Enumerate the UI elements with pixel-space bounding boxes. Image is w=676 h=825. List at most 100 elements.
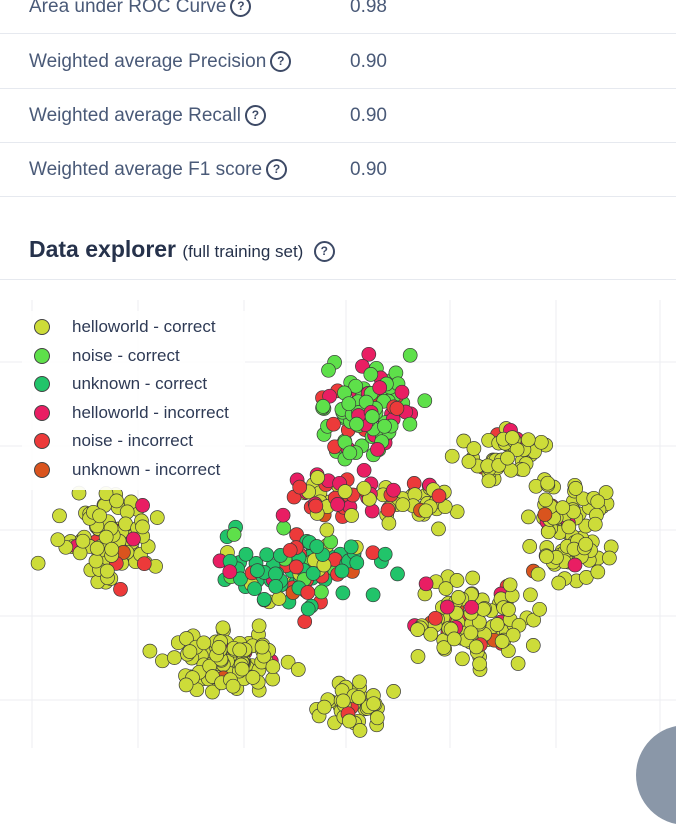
scatter-point[interactable] xyxy=(196,635,212,651)
scatter-point[interactable] xyxy=(510,656,526,671)
scatter-point[interactable] xyxy=(310,470,325,485)
scatter-point[interactable] xyxy=(361,346,377,362)
scatter-point[interactable] xyxy=(537,507,553,522)
scatter-point[interactable] xyxy=(288,559,304,575)
scatter-point[interactable] xyxy=(410,649,426,664)
scatter-point[interactable] xyxy=(268,579,284,594)
scatter-point[interactable] xyxy=(215,620,231,636)
scatter-point[interactable] xyxy=(89,540,105,556)
scatter-point[interactable] xyxy=(149,510,165,525)
scatter-point[interactable] xyxy=(489,617,505,632)
legend-item[interactable]: unknown - incorrect xyxy=(32,456,229,485)
scatter-point[interactable] xyxy=(337,484,353,499)
scatter-point[interactable] xyxy=(402,416,418,432)
scatter-point[interactable] xyxy=(365,545,381,561)
scatter-point[interactable] xyxy=(567,557,583,573)
scatter-point[interactable] xyxy=(290,662,306,677)
scatter-point[interactable] xyxy=(381,515,397,531)
scatter-point[interactable] xyxy=(520,432,536,448)
scatter-point[interactable] xyxy=(402,347,418,363)
scatter-point[interactable] xyxy=(238,546,254,562)
scatter-point[interactable] xyxy=(268,566,283,582)
scatter-point[interactable] xyxy=(423,626,439,642)
scatter-point[interactable] xyxy=(522,539,538,554)
scatter-point[interactable] xyxy=(256,592,272,607)
scatter-point[interactable] xyxy=(551,575,567,591)
scatter-point[interactable] xyxy=(234,661,250,677)
scatter-point[interactable] xyxy=(226,527,242,542)
scatter-point[interactable] xyxy=(431,521,446,537)
scatter-point[interactable] xyxy=(88,553,104,569)
scatter-point[interactable] xyxy=(390,566,405,582)
scatter-point[interactable] xyxy=(265,659,281,675)
scatter-point[interactable] xyxy=(389,401,405,416)
scatter-point[interactable] xyxy=(500,450,515,466)
scatter-point[interactable] xyxy=(222,564,238,580)
scatter-point[interactable] xyxy=(348,378,364,394)
legend-item[interactable]: noise - incorrect xyxy=(32,427,229,456)
scatter-point[interactable] xyxy=(335,585,351,601)
scatter-point[interactable] xyxy=(104,541,120,557)
help-icon[interactable]: ? xyxy=(230,0,252,17)
scatter-point[interactable] xyxy=(343,539,359,555)
scatter-point[interactable] xyxy=(505,627,521,643)
scatter-point[interactable] xyxy=(344,508,359,523)
scatter-point[interactable] xyxy=(276,520,292,536)
scatter-point[interactable] xyxy=(455,651,470,667)
scatter-point[interactable] xyxy=(75,533,91,549)
scatter-point[interactable] xyxy=(205,684,220,700)
scatter-point[interactable] xyxy=(369,710,385,726)
scatter-point[interactable] xyxy=(598,485,614,500)
scatter-point[interactable] xyxy=(233,571,248,587)
scatter-point[interactable] xyxy=(377,418,392,434)
scatter-point[interactable] xyxy=(259,547,275,563)
scatter-point[interactable] xyxy=(271,591,287,606)
scatter-point[interactable] xyxy=(99,563,115,579)
scatter-point[interactable] xyxy=(444,448,460,464)
scatter-point[interactable] xyxy=(341,396,357,412)
scatter-point[interactable] xyxy=(142,643,158,659)
scatter-point[interactable] xyxy=(351,690,366,705)
scatter-point[interactable] xyxy=(135,519,150,535)
scatter-point[interactable] xyxy=(352,723,368,738)
scatter-point[interactable] xyxy=(568,481,584,496)
scatter-point[interactable] xyxy=(504,430,520,445)
scatter-point[interactable] xyxy=(494,634,510,649)
scatter-point[interactable] xyxy=(439,599,455,615)
help-icon[interactable]: ? xyxy=(244,104,266,126)
scatter-point[interactable] xyxy=(50,532,66,548)
scatter-point[interactable] xyxy=(380,502,396,518)
scatter-point[interactable] xyxy=(602,550,617,566)
scatter-point[interactable] xyxy=(395,497,411,513)
scatter-point[interactable] xyxy=(364,409,380,424)
scatter-point[interactable] xyxy=(532,601,547,617)
scatter-point[interactable] xyxy=(417,393,433,409)
scatter-point[interactable] xyxy=(341,713,357,729)
scatter-point[interactable] xyxy=(326,416,341,432)
scatter-point[interactable] xyxy=(349,416,364,432)
scatter-point[interactable] xyxy=(335,693,351,709)
scatter-point[interactable] xyxy=(305,566,321,581)
scatter-point[interactable] xyxy=(225,678,241,694)
scatter-point[interactable] xyxy=(356,480,372,496)
scatter-point[interactable] xyxy=(30,555,46,571)
scatter-point[interactable] xyxy=(465,570,481,586)
scatter-point[interactable] xyxy=(461,454,477,469)
legend-item[interactable]: unknown - correct xyxy=(32,370,229,399)
scatter-point[interactable] xyxy=(363,367,379,382)
scatter-point[interactable] xyxy=(472,656,487,672)
scatter-point[interactable] xyxy=(372,380,388,395)
scatter-point[interactable] xyxy=(92,508,107,524)
scatter-point[interactable] xyxy=(356,462,372,478)
scatter-point[interactable] xyxy=(502,577,518,593)
scatter-point[interactable] xyxy=(292,479,308,495)
scatter-point[interactable] xyxy=(418,576,434,592)
legend-item[interactable]: noise - correct xyxy=(32,342,229,371)
scatter-point[interactable] xyxy=(300,601,316,617)
scatter-point[interactable] xyxy=(309,539,325,554)
scatter-point[interactable] xyxy=(466,441,482,456)
scatter-point[interactable] xyxy=(410,622,425,637)
scatter-point[interactable] xyxy=(349,555,365,571)
legend-item[interactable]: helloworld - incorrect xyxy=(32,399,229,428)
scatter-point[interactable] xyxy=(394,384,410,400)
